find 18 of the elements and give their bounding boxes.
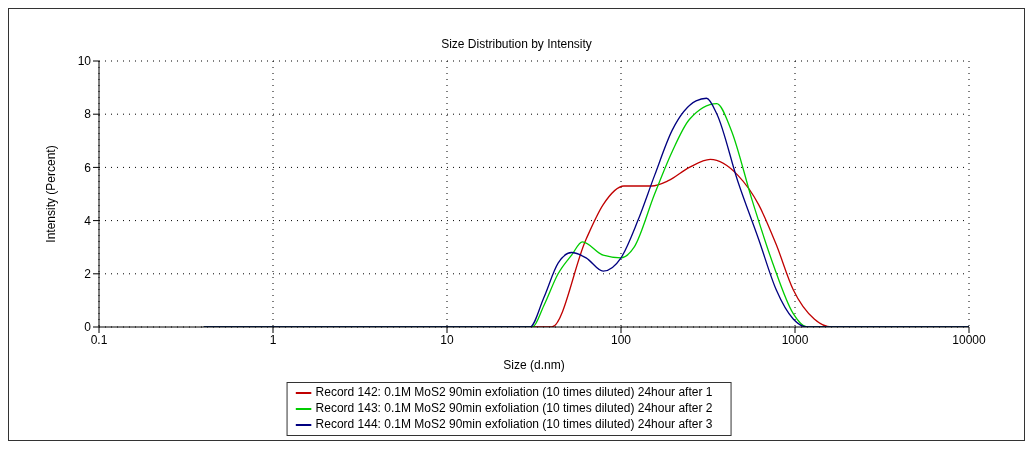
x-tick-label: 10 xyxy=(440,332,454,347)
y-tick-label: 6 xyxy=(84,160,92,175)
x-tick-label: 10000 xyxy=(952,332,987,347)
x-tick-label: 1 xyxy=(269,332,277,347)
legend-label: Record 144: 0.1M MoS2 90min exfoliation (10 times diluted) 24hour after 3 xyxy=(315,417,713,432)
y-tick-label: 0 xyxy=(84,320,92,335)
y-tick-label: 2 xyxy=(84,267,92,282)
y-axis-title: Intensity (Percent) xyxy=(44,145,59,243)
y-tick-label: 8 xyxy=(84,107,92,122)
y-tick-label: 4 xyxy=(84,213,92,228)
x-tick-label: 0.1 xyxy=(90,332,108,347)
chart-title: Size Distribution by Intensity xyxy=(440,37,593,51)
x-tick-label: 100 xyxy=(610,332,632,347)
y-tick-label: 10 xyxy=(77,54,92,69)
x-tick-label: 1000 xyxy=(781,332,809,347)
x-axis-title: Size (d.nm) xyxy=(503,358,565,372)
legend-label: Record 142: 0.1M MoS2 90min exfoliation (10 times diluted) 24hour after 1 xyxy=(315,385,713,400)
legend-label: Record 143: 0.1M MoS2 90min exfoliation (10 times diluted) 24hour after 2 xyxy=(315,401,713,416)
